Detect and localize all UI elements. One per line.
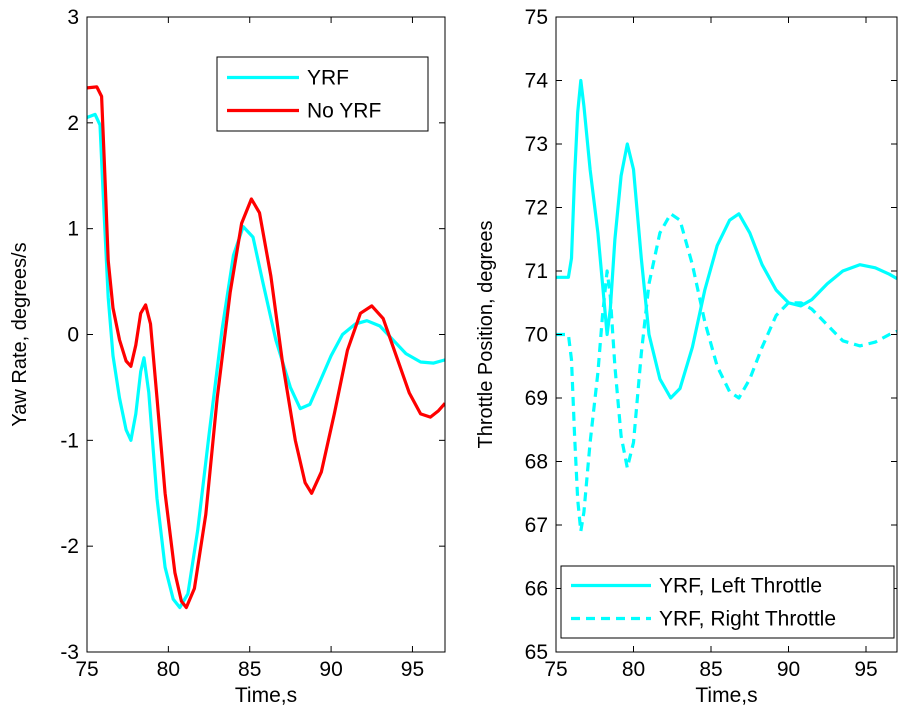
yaw-rate-y-tick-label: -2 [60,535,79,558]
throttle-y-axis-label: Throttle Position, degrees [475,221,497,449]
throttle-x-tick-label: 85 [699,658,722,681]
yaw-rate-y-tick-label: -1 [60,429,79,452]
yaw-rate-x-tick-label: 75 [75,658,98,681]
throttle-x-tick-label: 80 [622,658,645,681]
throttle-y-tick-label: 70 [525,324,548,347]
throttle-y-tick-label: 74 [525,70,549,93]
yaw-rate-y-tick-label: 1 [67,218,79,241]
throttle-x-tick-label: 75 [544,658,567,681]
throttle-legend-label: YRF, Right Throttle [659,608,836,631]
yaw-rate-legend-label: No YRF [307,100,381,123]
throttle-y-tick-label: 67 [525,514,548,537]
yaw-rate-x-tick-label: 80 [157,658,180,681]
throttle-legend: YRF, Left Throttle YRF, Right Throttle [560,565,895,639]
yaw-rate-y-tick-label: 3 [67,6,79,29]
throttle-legend-box [560,565,895,639]
throttle-y-tick-label: 68 [525,451,548,474]
yaw-rate-chart: 75 80 85 90 95 -3 -2 -1 0 1 2 3 Time,s Yaw Rate, de… [9,6,446,707]
throttle-y-tick-label: 75 [525,6,548,29]
yaw-rate-y-axis-label: Yaw Rate, degrees/s [9,242,31,426]
throttle-y-tick-label: 72 [525,197,548,220]
throttle-y-tick-label: 65 [525,641,548,664]
yaw-rate-x-tick-label: 90 [319,658,342,681]
yaw-rate-y-tick-label: 0 [67,324,79,347]
yaw-rate-x-tick-label: 95 [401,658,424,681]
throttle-y-tick-label: 73 [525,133,548,156]
yaw-rate-legend-label: YRF [307,67,349,90]
throttle-x-tick-label: 90 [777,658,800,681]
throttle-y-tick-label: 66 [525,578,548,601]
yaw-rate-series-no-yrf-line [87,85,445,610]
yaw-rate-y-tick-label: -3 [60,641,79,664]
throttle-y-tick-label: 71 [525,260,548,283]
yaw-rate-x-tick-label: 85 [238,658,261,681]
yaw-rate-series-yrf-line [87,112,445,610]
throttle-series-yrf-right-throttle-line [556,212,897,533]
throttle-x-tick-label: 95 [854,658,877,681]
throttle-legend-label: YRF, Left Throttle [659,575,822,598]
yaw-rate-legend-box [216,56,429,132]
throttle-series-yrf-left-throttle-line [556,78,897,400]
yaw-rate-x-axis-label: Time,s [235,684,297,707]
throttle-y-tick-label: 69 [525,387,548,410]
yaw-rate-y-tick-label: 2 [67,112,79,135]
throttle-x-axis-label: Time,s [695,684,757,707]
yaw-rate-legend: YRF No YRF [216,56,429,132]
